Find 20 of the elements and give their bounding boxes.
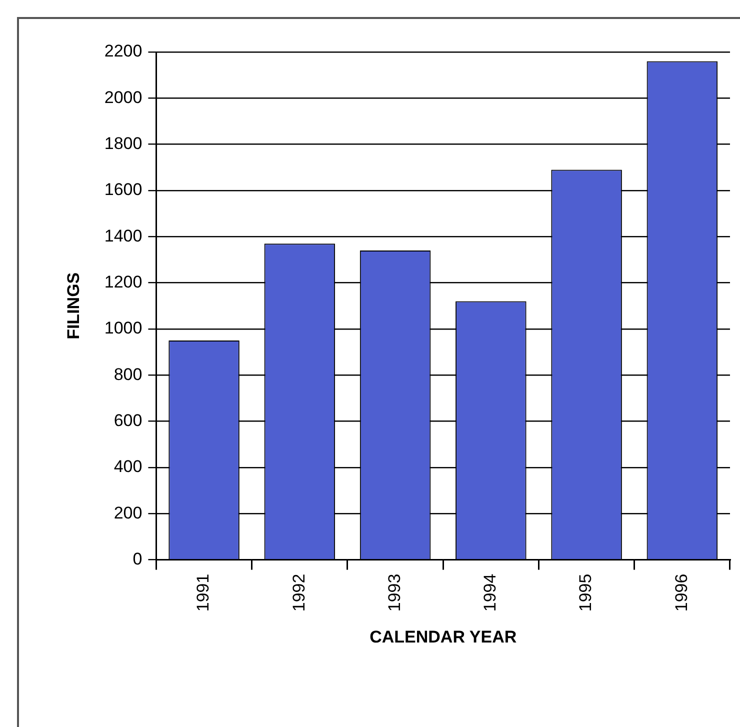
y-tick-label: 400: [114, 457, 142, 476]
y-tick-label: 1400: [104, 226, 142, 246]
y-axis-title: FILINGS: [64, 272, 83, 340]
x-tick-label: 1993: [384, 574, 404, 612]
y-tick-label: 1800: [104, 134, 142, 154]
y-tick-label: 2000: [104, 88, 142, 107]
x-tick-label: 1995: [576, 574, 596, 612]
x-tick-label: 1994: [480, 574, 500, 612]
y-tick-label: 800: [114, 364, 142, 384]
y-tick-label: 1000: [104, 318, 142, 338]
x-tick-label: 1992: [289, 574, 308, 612]
y-tick-label: 0: [132, 549, 142, 568]
x-axis-title: CALENDAR YEAR: [370, 627, 517, 646]
x-tick-label: 1996: [672, 574, 691, 612]
y-tick-label: 2200: [104, 42, 142, 61]
y-tick-label: 200: [114, 503, 142, 522]
x-tick-label: 1991: [194, 574, 213, 612]
y-tick-label: 600: [114, 410, 142, 430]
y-tick-label: 1200: [104, 272, 142, 292]
y-tick-label: 1600: [104, 180, 142, 200]
